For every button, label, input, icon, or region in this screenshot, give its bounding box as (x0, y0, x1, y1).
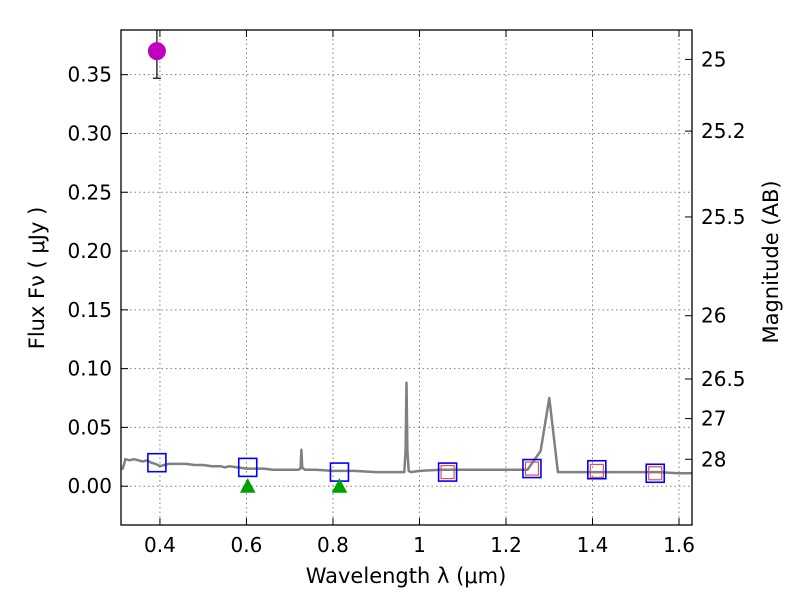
observed-photometry-square (522, 458, 542, 479)
y2-tick-label: 27 (701, 407, 726, 431)
y-tick-label: 0.30 (67, 121, 112, 145)
model-photometry-square (648, 466, 663, 481)
observed-photometry-square (147, 452, 167, 473)
upper-limit-marker (239, 478, 256, 493)
y2-axis-title: Magnitude (AB) (759, 180, 783, 343)
x-tick-label: 1.2 (490, 533, 522, 557)
y-tick-label: 0.25 (67, 180, 112, 204)
x-tick-label: 1.4 (577, 533, 609, 557)
plot-area (121, 381, 692, 475)
observed-photometry-square (645, 463, 666, 484)
y2-tick-label: 25.2 (701, 119, 746, 143)
grid (121, 30, 692, 525)
y-tick-label: 0.10 (67, 357, 112, 381)
y-axis-title: Flux Fν ( μJy ) (25, 207, 49, 350)
model-photometry-square (524, 461, 540, 476)
x-tick-label: 0.4 (144, 533, 176, 557)
y-tick-label: 0.15 (67, 298, 112, 322)
y2-tick-label: 26 (701, 304, 726, 328)
y-tick-label: 0.20 (67, 239, 112, 263)
y2-tick-label: 28 (701, 447, 726, 471)
observed-photometry-square (437, 462, 458, 482)
x-axis-title: Wavelength λ (μm) (306, 564, 507, 588)
markers (147, 30, 666, 493)
y-tick-label: 0.05 (67, 415, 112, 439)
model-photometry-square (440, 464, 455, 480)
ticks: 0.4 0.6 0.8 1 1.2 1.4 1.6 0.00 0.05 0.10 0.15 0.20 0… (67, 30, 746, 557)
upper-limit-marker (331, 478, 348, 493)
plot-frame (120, 29, 693, 526)
observed-photometry-square (237, 457, 258, 478)
y-tick-label: 0.35 (67, 63, 112, 87)
x-tick-label: 0.8 (317, 533, 349, 557)
y2-tick-label: 25 (701, 47, 726, 71)
x-tick-label: 1.6 (663, 533, 695, 557)
y-tick-label: 0.00 (67, 474, 112, 498)
x-tick-label: 1 (413, 533, 426, 557)
y2-tick-label: 26.5 (701, 367, 746, 391)
detection-point (147, 42, 166, 61)
y2-tick-label: 25.5 (701, 205, 746, 229)
model-spectrum-line (121, 381, 692, 475)
x-tick-label: 0.6 (231, 533, 263, 557)
model-photometry-square (589, 463, 604, 479)
observed-photometry-square (587, 459, 607, 480)
